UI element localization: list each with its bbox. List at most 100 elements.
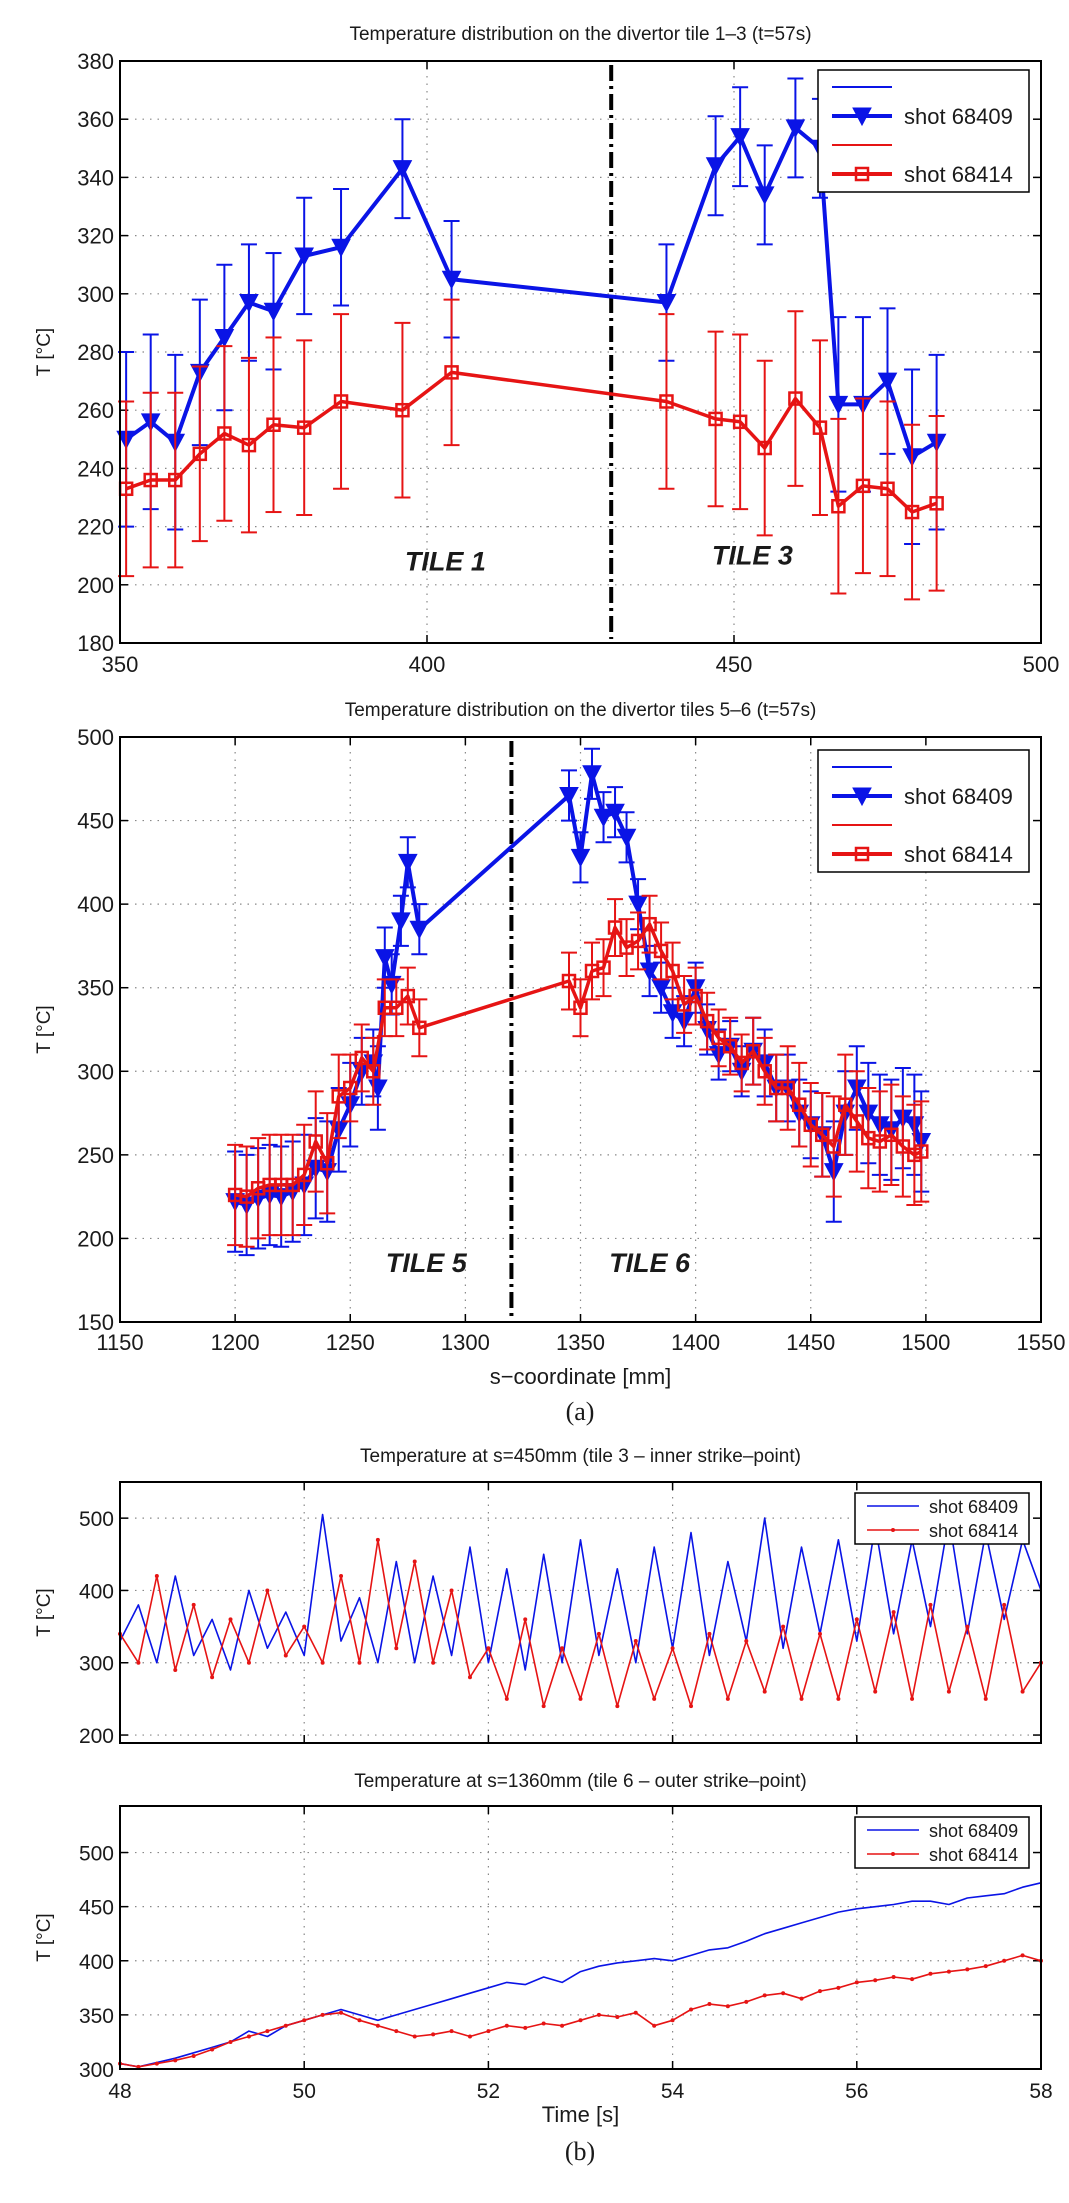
legend-label: shot 68414 bbox=[929, 1845, 1018, 1865]
x-tick-label: 54 bbox=[661, 2080, 685, 2103]
data-point bbox=[946, 1969, 951, 1974]
data-point bbox=[294, 247, 315, 267]
data-point bbox=[441, 270, 462, 290]
legend-label: shot 68414 bbox=[929, 1521, 1018, 1541]
data-point bbox=[397, 853, 418, 873]
chart-title: Temperature distribution on the divertor… bbox=[349, 24, 811, 45]
chart-4: Temperature at s=1360mm (tile 6 – outer … bbox=[34, 1771, 1053, 2127]
data-point bbox=[228, 1617, 233, 1622]
data-point bbox=[191, 2054, 196, 2059]
chart-title: Temperature at s=450mm (tile 3 – inner s… bbox=[360, 1446, 801, 1467]
data-point bbox=[676, 997, 692, 1012]
data-point bbox=[628, 895, 648, 915]
legend-label: shot 68414 bbox=[904, 162, 1013, 187]
y-tick-label: 300 bbox=[77, 282, 114, 307]
data-point bbox=[357, 2018, 362, 2023]
data-point bbox=[320, 1660, 325, 1665]
data-point bbox=[333, 394, 349, 409]
data-point bbox=[375, 1537, 380, 1542]
data-point bbox=[582, 765, 602, 784]
x-tick-label: 1550 bbox=[1017, 1330, 1066, 1355]
data-point bbox=[910, 1977, 915, 1982]
data-point bbox=[136, 1660, 141, 1665]
data-point bbox=[239, 294, 259, 313]
data-point bbox=[375, 2023, 380, 2028]
x-tick-label: 1250 bbox=[326, 1330, 375, 1355]
y-tick-label: 500 bbox=[79, 1843, 114, 1866]
legend-marker bbox=[852, 787, 872, 807]
data-point bbox=[730, 128, 750, 147]
data-point bbox=[780, 1080, 795, 1096]
legend-label: shot 68409 bbox=[904, 104, 1013, 129]
data-point bbox=[929, 496, 944, 511]
y-axis-label: T [°C] bbox=[34, 1913, 55, 1961]
data-point bbox=[744, 1999, 749, 2004]
data-point bbox=[173, 2058, 178, 2063]
data-point bbox=[670, 1646, 675, 1651]
data-point bbox=[283, 1653, 288, 1658]
data-point bbox=[412, 2034, 417, 2039]
legend-marker bbox=[852, 107, 872, 127]
data-point bbox=[296, 1167, 312, 1183]
data-point bbox=[265, 1588, 270, 1593]
x-tick-label: 350 bbox=[102, 652, 139, 677]
data-point bbox=[578, 2018, 583, 2023]
plot-frame bbox=[119, 60, 1042, 644]
data-point bbox=[228, 2039, 233, 2044]
x-tick-label: 56 bbox=[845, 2080, 868, 2103]
data-point bbox=[838, 1097, 853, 1112]
data-point bbox=[331, 238, 351, 258]
data-point bbox=[826, 1139, 842, 1154]
data-point bbox=[191, 1602, 196, 1607]
data-point bbox=[812, 420, 828, 435]
data-point bbox=[630, 933, 646, 949]
data-point bbox=[331, 1089, 346, 1104]
data-point bbox=[670, 2018, 675, 2023]
data-point bbox=[633, 2010, 638, 2015]
plot-frame bbox=[119, 1481, 1042, 1744]
data-point bbox=[616, 828, 637, 848]
data-point bbox=[296, 420, 312, 435]
data-point bbox=[849, 1114, 865, 1129]
data-point bbox=[699, 1013, 715, 1029]
data-point bbox=[1002, 1602, 1007, 1607]
plot-frame bbox=[119, 736, 1042, 1323]
x-axis-label: s−coordinate [mm] bbox=[490, 1364, 672, 1389]
legend-box bbox=[854, 1492, 1030, 1545]
caption-b: (b) bbox=[565, 2137, 595, 2166]
data-point bbox=[656, 294, 677, 313]
data-point bbox=[578, 1696, 583, 1701]
y-tick-label: 240 bbox=[77, 456, 114, 481]
data-point bbox=[173, 1667, 178, 1672]
data-point bbox=[302, 2018, 307, 2023]
data-point bbox=[431, 2032, 436, 2037]
y-tick-label: 280 bbox=[77, 340, 114, 365]
data-point bbox=[523, 2025, 528, 2030]
data-point bbox=[541, 1704, 546, 1709]
data-point bbox=[734, 1055, 749, 1071]
data-point bbox=[688, 988, 703, 1004]
y-tick-label: 220 bbox=[77, 515, 114, 540]
data-point bbox=[707, 2002, 712, 2007]
chart-title: Temperature at s=1360mm (tile 6 – outer … bbox=[354, 1771, 807, 1792]
x-tick-label: 1500 bbox=[901, 1330, 950, 1355]
data-point bbox=[828, 395, 849, 415]
y-tick-label: 500 bbox=[79, 1508, 114, 1531]
y-tick-label: 200 bbox=[77, 573, 114, 598]
data-point bbox=[659, 394, 674, 409]
data-point bbox=[831, 498, 846, 514]
data-point bbox=[873, 1689, 878, 1694]
data-point bbox=[803, 1117, 818, 1133]
y-tick-label: 150 bbox=[77, 1310, 114, 1335]
chart-3: Temperature at s=450mm (tile 3 – inner s… bbox=[34, 1446, 1043, 1748]
legend-marker bbox=[854, 166, 870, 182]
plot-frame bbox=[119, 1805, 1042, 2070]
data-point bbox=[653, 943, 669, 959]
data-point bbox=[946, 1689, 951, 1694]
data-point bbox=[744, 1639, 749, 1644]
data-point bbox=[154, 2061, 159, 2066]
legend-label: shot 68409 bbox=[929, 1821, 1018, 1841]
tile-label: TILE 6 bbox=[609, 1248, 691, 1278]
legend: shot 68409 shot 68414 bbox=[817, 749, 1030, 873]
